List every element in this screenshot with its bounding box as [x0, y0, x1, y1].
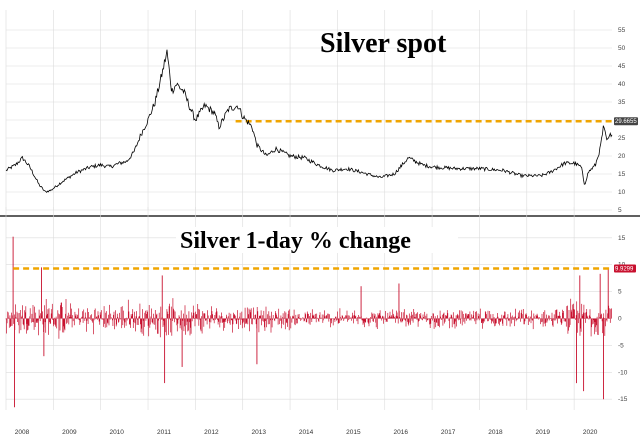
top-y-tick-label: 20	[618, 153, 626, 160]
bottom-y-tick-label: 15	[618, 235, 626, 242]
top-y-tick-label: 10	[618, 189, 626, 196]
top-y-tick-labels: 510152025303540455055	[618, 27, 626, 214]
bottom-y-tick-label: -10	[618, 369, 628, 376]
top-y-tick-label: 25	[618, 135, 626, 142]
bottom-y-tick-label: -15	[618, 396, 628, 403]
silver-change-last-value-text: 9.9299	[615, 266, 634, 272]
x-axis-year-label: 2013	[251, 429, 266, 436]
x-axis-year-label: 2016	[394, 429, 409, 436]
bottom-y-tick-label: -5	[618, 342, 624, 349]
x-axis-year-label: 2009	[62, 429, 77, 436]
top-gridlines	[5, 10, 612, 211]
top-y-tick-label: 50	[618, 45, 626, 52]
x-axis-year-label: 2020	[583, 429, 598, 436]
x-axis-year-label: 2010	[109, 429, 124, 436]
silver-change-panel: 151050-5-10-15 9.9299 Silver 1-day % cha…	[5, 207, 636, 410]
x-axis-year-label: 2018	[488, 429, 503, 436]
top-y-tick-label: 55	[618, 27, 626, 34]
silver-change-last-value-badge: 9.9299	[614, 264, 636, 273]
x-axis-year-labels: 2008 2009 2010 2011 2012 2013 2014 2015 2016 2017…	[15, 429, 598, 436]
x-axis-year-label: 2011	[157, 429, 171, 436]
bottom-y-tick-label: 0	[618, 316, 622, 323]
silver-spot-title: Silver spot	[320, 28, 447, 59]
bottom-y-tick-labels: 151050-5-10-15	[618, 235, 628, 403]
x-axis-year-label: 2014	[299, 429, 314, 436]
top-y-tick-label: 15	[618, 171, 626, 178]
x-axis-year-label: 2012	[204, 429, 219, 436]
silver-spot-last-value-text: 29.6655	[615, 119, 637, 125]
daily-change-noise	[5, 298, 612, 339]
x-axis-year-label: 2019	[536, 429, 551, 436]
silver-change-title: Silver 1-day % change	[180, 228, 411, 254]
top-y-tick-label: 35	[618, 99, 626, 106]
silver-spot-price-line	[5, 49, 613, 194]
silver-daily-change-series	[5, 236, 612, 408]
x-axis-year-label: 2017	[441, 429, 456, 436]
top-y-tick-label: 5	[618, 207, 622, 214]
x-axis-year-label: 2008	[15, 429, 30, 436]
top-y-tick-label: 45	[618, 63, 626, 70]
silver-spot-last-value-badge: 29.6655	[614, 117, 638, 126]
silver-spot-panel: 510152025303540455055 29.6655 Silver spo…	[5, 10, 638, 214]
bottom-gridlines	[5, 207, 612, 410]
bottom-y-tick-label: 5	[618, 289, 622, 296]
x-axis-year-label: 2015	[346, 429, 361, 436]
top-y-tick-label: 40	[618, 81, 626, 88]
silver-change-title-background	[176, 227, 458, 253]
